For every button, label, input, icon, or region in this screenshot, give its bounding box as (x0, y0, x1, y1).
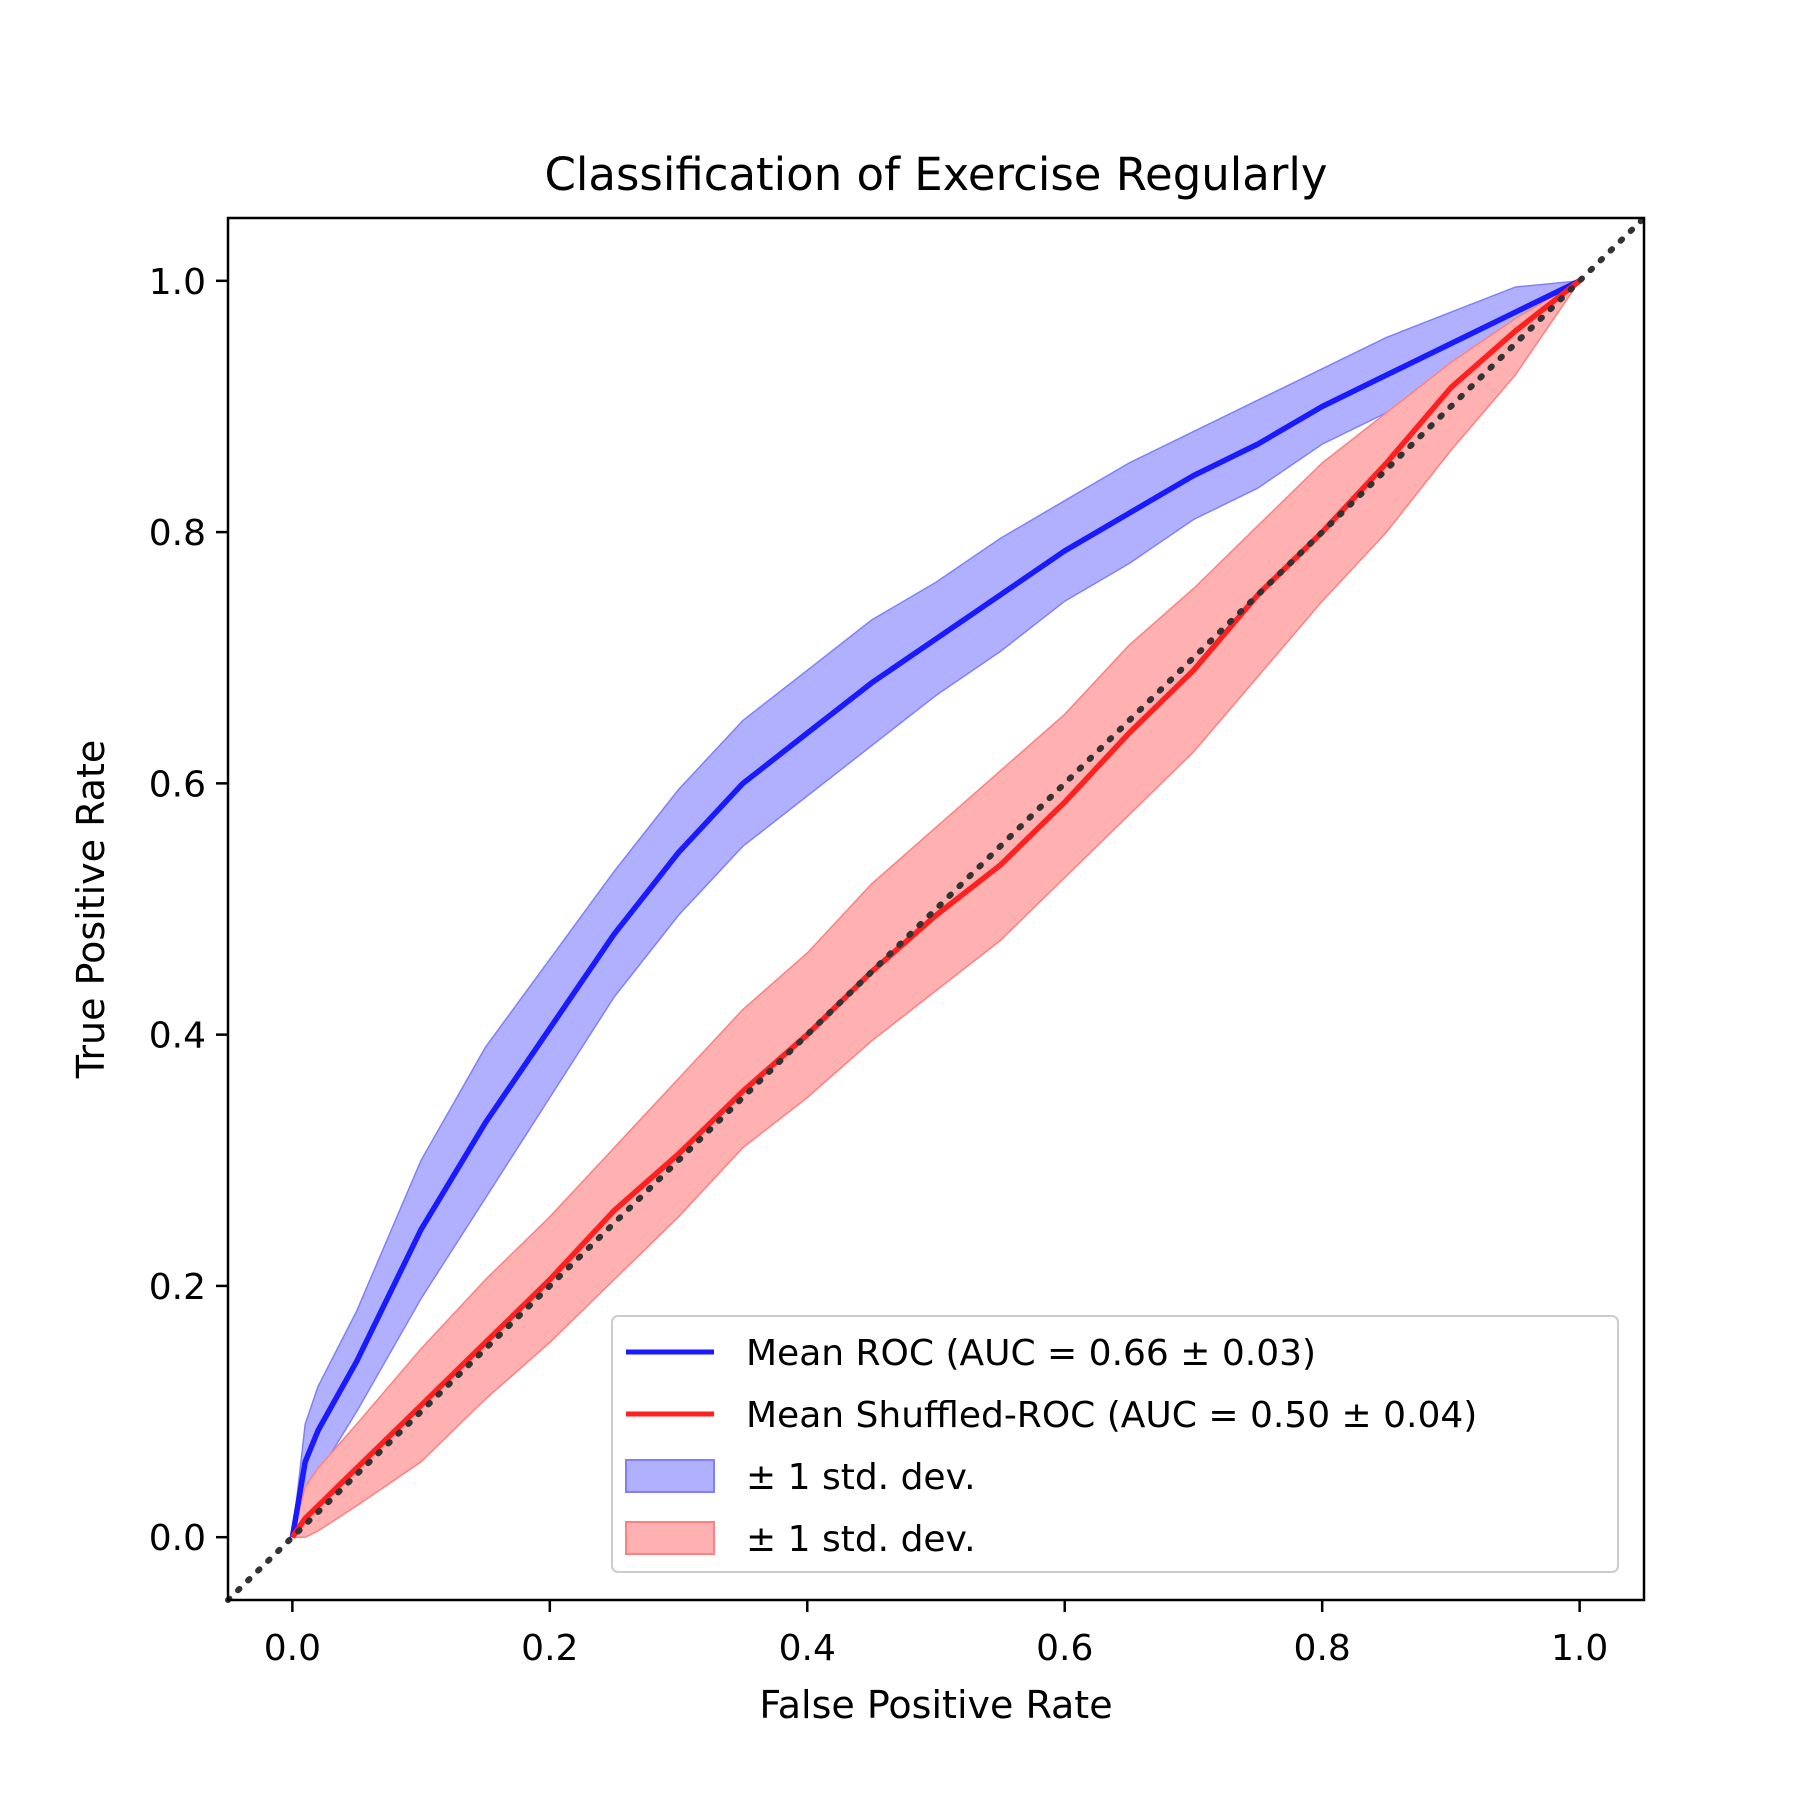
legend-label-mean-shuffled-roc: Mean Shuffled-ROC (AUC = 0.50 ± 0.04) (746, 1395, 1477, 1436)
y-tick-label: 0.8 (149, 513, 206, 554)
x-tick-label: 0.8 (1294, 1628, 1351, 1669)
series-line-0 (289, 278, 1581, 1538)
legend-label-blue-band: ± 1 std. dev. (746, 1457, 976, 1498)
y-tick-label: 0.6 (149, 764, 206, 805)
x-ticks: 0.0 0.2 0.4 0.6 0.8 1.0 (264, 1600, 1608, 1669)
x-tick-label: 0.4 (779, 1628, 836, 1669)
y-tick-label: 0.4 (149, 1016, 206, 1057)
legend-swatch-red-band (625, 1521, 715, 1555)
y-tick-label: 0.0 (149, 1518, 206, 1559)
y-axis-label: True Positive Rate (69, 740, 113, 1080)
x-tick-label: 0.6 (1036, 1628, 1093, 1669)
x-axis-label: False Positive Rate (759, 1683, 1112, 1727)
y-ticks: 0.0 0.2 0.4 0.6 0.8 1.0 (149, 262, 228, 1559)
x-tick-label: 1.0 (1551, 1628, 1608, 1669)
legend-label-red-band: ± 1 std. dev. (746, 1519, 976, 1560)
y-tick-label: 1.0 (149, 262, 206, 303)
x-tick-label: 0.0 (264, 1628, 321, 1669)
y-tick-label: 0.2 (149, 1267, 206, 1308)
legend: Mean ROC (AUC = 0.66 ± 0.03) Mean Shuffl… (611, 1315, 1619, 1573)
legend-swatch-blue-band (625, 1459, 715, 1493)
legend-box (611, 1315, 1619, 1573)
chart-title: Classification of Exercise Regularly (544, 148, 1327, 201)
x-tick-label: 0.2 (521, 1628, 578, 1669)
plot-frame (226, 216, 1646, 1602)
legend-label-mean-roc: Mean ROC (AUC = 0.66 ± 0.03) (746, 1333, 1316, 1374)
